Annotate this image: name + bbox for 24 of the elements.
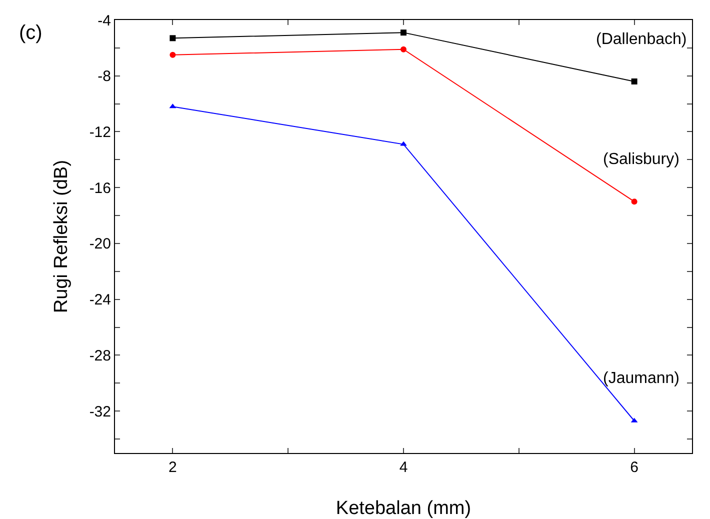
point (400, 141, 407, 146)
y-tick-label: -8 (98, 68, 111, 86)
x-axis-title: Ketebalan (mm) (336, 498, 472, 519)
point (170, 35, 176, 42)
series-label: (Jaumann) (603, 370, 680, 387)
point (631, 198, 638, 205)
y-tick-label: -32 (89, 403, 111, 420)
text: (c) (19, 22, 42, 44)
series-label: (Salisbury) (603, 151, 680, 168)
x-tick-label: 2 (168, 459, 177, 476)
point (400, 46, 406, 52)
y-tick-label: -16 (89, 180, 111, 197)
x-tick-label: 4 (399, 459, 408, 476)
series-label: (Dallenbach) (596, 31, 687, 48)
y-tick-label: -12 (89, 124, 111, 141)
x-tick-label: 6 (630, 459, 638, 476)
point (631, 78, 638, 84)
y-axis-title: Rugi Refleksi (dB) (51, 160, 72, 314)
y-tick-label: -20 (89, 236, 111, 253)
point (170, 52, 176, 58)
y-tick-label: -28 (89, 347, 111, 364)
y-tick-label: -24 (89, 292, 111, 309)
point (400, 30, 406, 36)
y-tick-label: -4 (98, 12, 111, 30)
